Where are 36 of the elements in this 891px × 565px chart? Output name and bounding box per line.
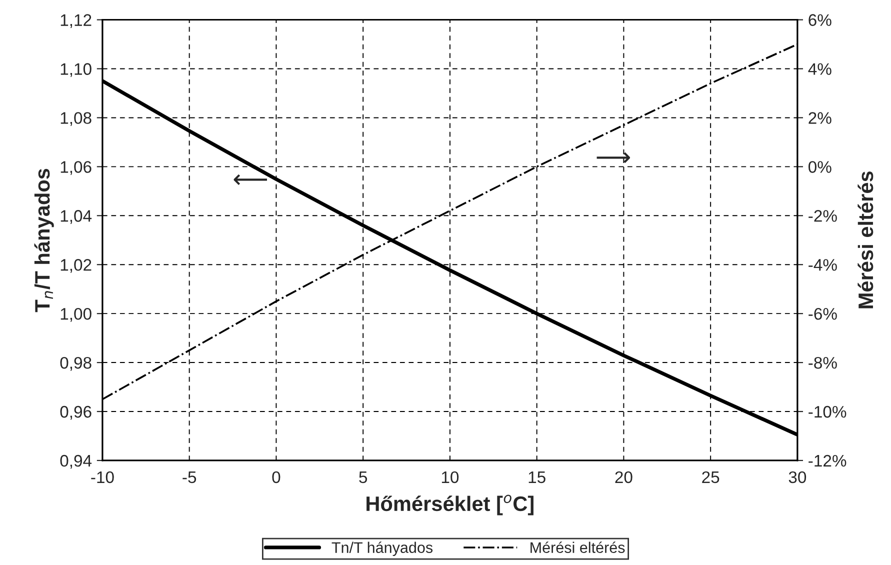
y2-tick-label: 2% xyxy=(808,112,832,124)
y-tick-label: 0,98 xyxy=(60,356,92,371)
y2-tick-label: 0% xyxy=(808,161,832,173)
y-tick-label: 0,96 xyxy=(60,406,92,420)
annotation: ⟵ xyxy=(234,174,267,186)
y2-tick-label: -10% xyxy=(808,406,846,418)
y2-tick-label: -4% xyxy=(808,259,837,271)
x-axis-title: Hőmérséklet [$^{o}$C] xyxy=(366,494,534,516)
y2-tick-label: 4% xyxy=(808,63,832,75)
y-tick-label: 1,04 xyxy=(60,210,92,224)
annotation: ⟶ xyxy=(596,152,630,163)
y-axis-title: T$_{n}$/T hányados xyxy=(34,168,54,312)
y2-tick-label: -2% xyxy=(808,210,837,222)
y-tick-label: 1,12 xyxy=(60,14,92,28)
y-tick-label: 1,00 xyxy=(60,308,92,322)
legend-label: Tn/T hányados xyxy=(332,542,433,556)
y2-axis-title: Mérési eltérés xyxy=(858,171,874,308)
y2-tick-label: 6% xyxy=(808,14,832,26)
x-tick-label: 0 xyxy=(272,471,280,484)
legend-label: Mérési eltérés xyxy=(530,542,625,553)
x-tick-label: -10 xyxy=(91,471,114,484)
y-tick-label: 1,06 xyxy=(60,161,92,175)
y2-tick-label: -12% xyxy=(808,454,846,467)
y2-tick-label: -6% xyxy=(808,308,837,320)
x-tick-label: 30 xyxy=(788,471,806,484)
y-tick-label: 1,02 xyxy=(60,259,92,273)
x-tick-label: 20 xyxy=(615,471,632,484)
x-tick-label: 15 xyxy=(528,472,546,484)
x-tick-label: 5 xyxy=(359,472,368,484)
x-tick-label: 25 xyxy=(702,471,720,484)
y2-tick-label: -8% xyxy=(808,356,837,369)
x-tick-label: 10 xyxy=(442,471,459,484)
x-tick-label: -5 xyxy=(182,472,196,484)
y-tick-label: 1,10 xyxy=(60,63,92,77)
y-tick-label: 1,08 xyxy=(60,112,92,126)
y-tick-label: 0,94 xyxy=(60,454,92,469)
